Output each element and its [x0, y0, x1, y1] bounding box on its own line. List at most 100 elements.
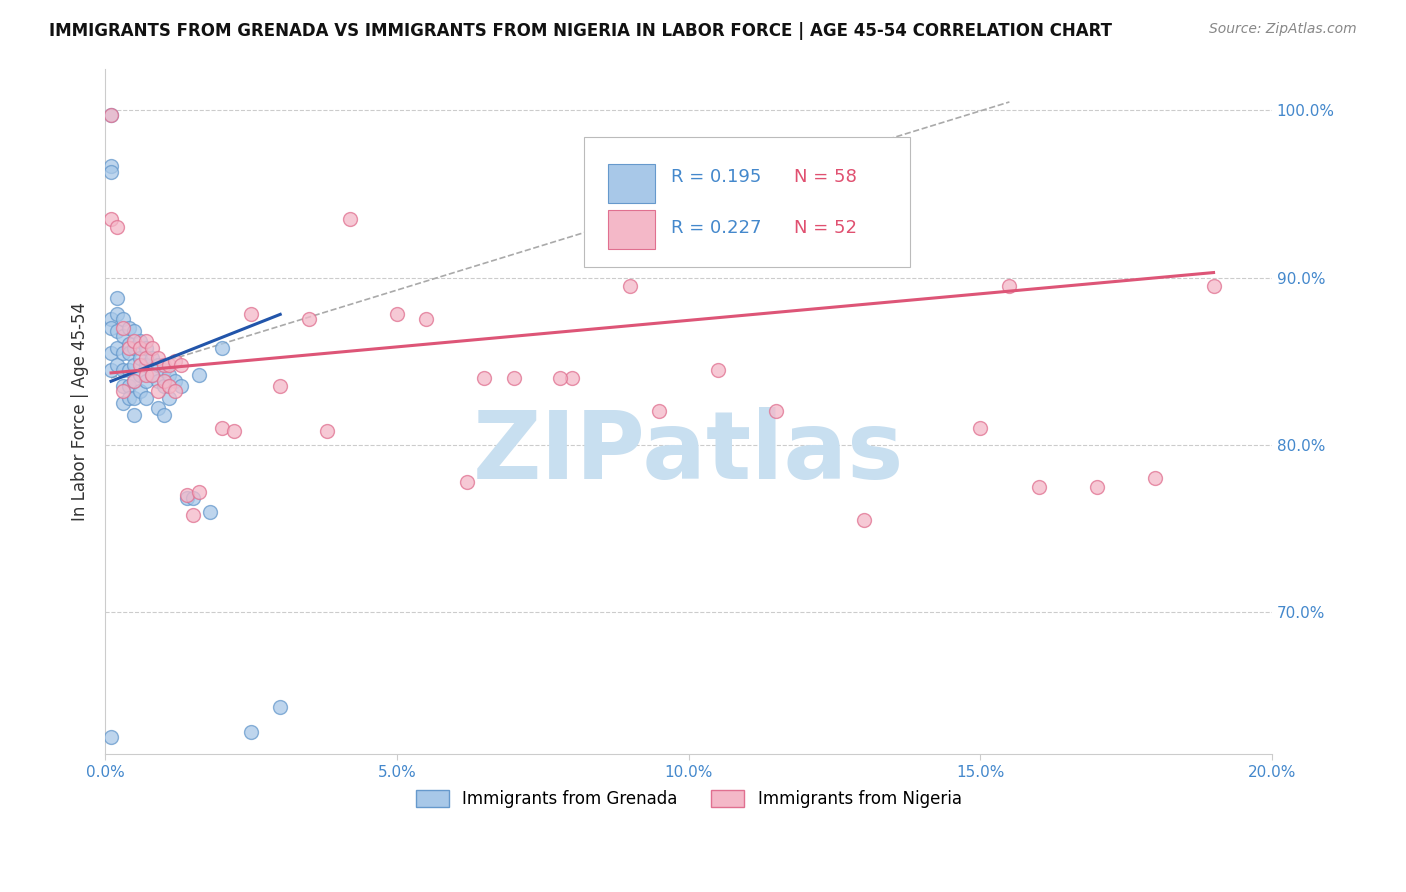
- Point: [117, 362, 139, 376]
- Point: [502, 371, 524, 385]
- Point: [170, 358, 193, 372]
- Point: [146, 351, 169, 365]
- Point: [111, 362, 134, 376]
- Point: [561, 371, 583, 385]
- Point: [211, 421, 233, 435]
- Point: [135, 341, 157, 355]
- Point: [1085, 480, 1108, 494]
- Point: [141, 368, 163, 382]
- Point: [152, 358, 174, 372]
- Point: [111, 396, 134, 410]
- Point: [157, 368, 180, 382]
- Point: [117, 337, 139, 351]
- Point: [124, 358, 146, 372]
- Point: [315, 425, 337, 439]
- FancyBboxPatch shape: [607, 164, 655, 202]
- Point: [765, 404, 787, 418]
- FancyBboxPatch shape: [607, 210, 655, 249]
- Point: [211, 341, 233, 355]
- Point: [124, 391, 146, 405]
- Point: [1028, 480, 1050, 494]
- Point: [105, 341, 128, 355]
- Text: N = 58: N = 58: [793, 168, 856, 186]
- Point: [124, 334, 146, 348]
- Point: [111, 346, 134, 360]
- Point: [105, 324, 128, 338]
- Point: [100, 731, 122, 745]
- Point: [117, 379, 139, 393]
- Point: [141, 341, 163, 355]
- Point: [969, 421, 991, 435]
- Point: [165, 374, 187, 388]
- Point: [105, 220, 128, 235]
- Y-axis label: In Labor Force | Age 45-54: In Labor Force | Age 45-54: [72, 301, 89, 521]
- Point: [117, 320, 139, 334]
- Point: [135, 351, 157, 365]
- Point: [105, 307, 128, 321]
- Point: [146, 401, 169, 415]
- Point: [105, 291, 128, 305]
- Point: [124, 374, 146, 388]
- Point: [474, 371, 496, 385]
- Point: [117, 391, 139, 405]
- Point: [152, 408, 174, 422]
- Point: [222, 425, 245, 439]
- Point: [181, 508, 204, 522]
- Point: [1202, 279, 1225, 293]
- FancyBboxPatch shape: [583, 137, 910, 268]
- Point: [117, 341, 139, 355]
- Point: [141, 351, 163, 365]
- Point: [852, 513, 875, 527]
- Point: [129, 384, 152, 399]
- Point: [124, 374, 146, 388]
- Point: [124, 341, 146, 355]
- Point: [135, 374, 157, 388]
- Text: R = 0.227: R = 0.227: [671, 219, 762, 236]
- Point: [157, 358, 180, 372]
- Point: [385, 307, 408, 321]
- Point: [124, 408, 146, 422]
- Point: [165, 384, 187, 399]
- Point: [298, 312, 321, 326]
- Point: [135, 391, 157, 405]
- Point: [240, 307, 263, 321]
- Point: [339, 212, 361, 227]
- Point: [100, 312, 122, 326]
- Point: [415, 312, 437, 326]
- Point: [157, 391, 180, 405]
- Point: [111, 384, 134, 399]
- Point: [269, 700, 291, 714]
- Point: [146, 358, 169, 372]
- Point: [111, 329, 134, 343]
- Point: [176, 488, 198, 502]
- Point: [100, 108, 122, 122]
- Text: R = 0.195: R = 0.195: [671, 168, 762, 186]
- Point: [170, 379, 193, 393]
- Point: [648, 404, 671, 418]
- Text: ZIPatlas: ZIPatlas: [472, 407, 904, 499]
- Point: [129, 368, 152, 382]
- Point: [129, 351, 152, 365]
- Text: N = 52: N = 52: [793, 219, 856, 236]
- Point: [129, 341, 152, 355]
- Point: [124, 324, 146, 338]
- Point: [100, 346, 122, 360]
- Point: [187, 368, 209, 382]
- Point: [100, 320, 122, 334]
- Point: [146, 374, 169, 388]
- Point: [157, 379, 180, 393]
- Point: [111, 379, 134, 393]
- Point: [100, 165, 122, 179]
- Point: [135, 334, 157, 348]
- Point: [100, 362, 122, 376]
- Point: [141, 368, 163, 382]
- Point: [456, 475, 478, 489]
- Text: Source: ZipAtlas.com: Source: ZipAtlas.com: [1209, 22, 1357, 37]
- Point: [181, 491, 204, 506]
- Point: [135, 368, 157, 382]
- Point: [152, 374, 174, 388]
- Point: [129, 358, 152, 372]
- Point: [111, 320, 134, 334]
- Point: [111, 312, 134, 326]
- Text: IMMIGRANTS FROM GRENADA VS IMMIGRANTS FROM NIGERIA IN LABOR FORCE | AGE 45-54 CO: IMMIGRANTS FROM GRENADA VS IMMIGRANTS FR…: [49, 22, 1112, 40]
